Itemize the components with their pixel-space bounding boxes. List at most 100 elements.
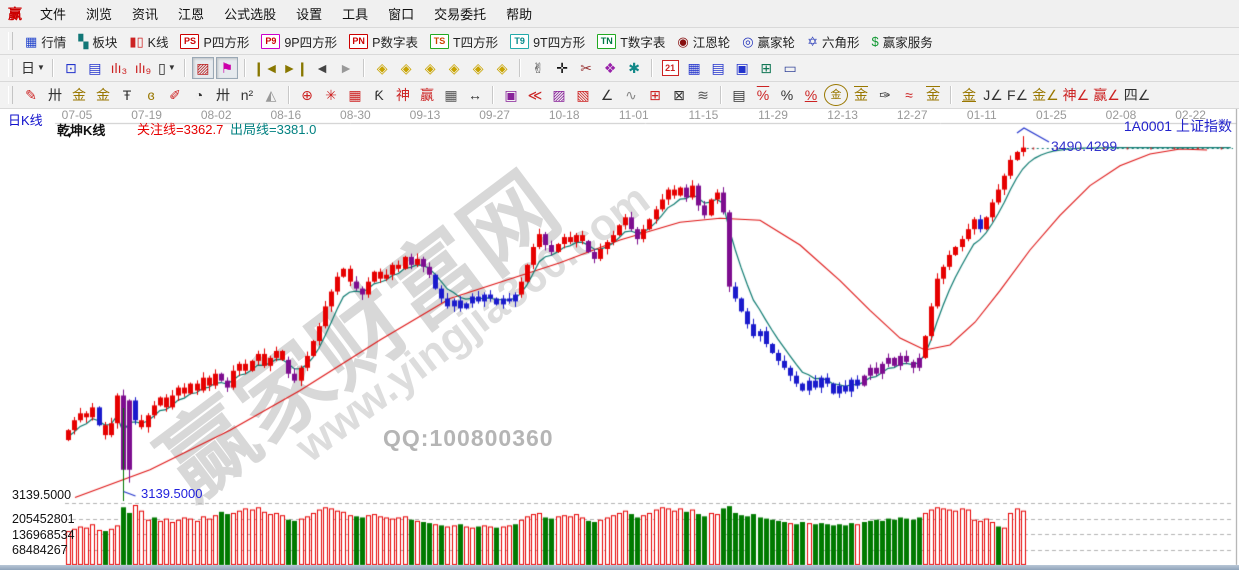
- menu-formula-pick[interactable]: 公式选股: [224, 7, 277, 22]
- diary-icon[interactable]: ▤: [711, 60, 725, 76]
- ink-brush-icon[interactable]: ✑: [879, 87, 891, 103]
- menu-help[interactable]: 帮助: [506, 7, 533, 22]
- module-quotes[interactable]: ▦ 行情: [19, 30, 72, 53]
- pan-hand-icon[interactable]: ✌: [532, 60, 544, 76]
- period-day-button[interactable]: 日 ▼: [21, 60, 45, 76]
- shen-angle-icon[interactable]: 神∠: [1062, 87, 1090, 103]
- box-frame-icon[interactable]: ▣: [504, 87, 518, 103]
- info-list-icon[interactable]: ▤: [88, 60, 102, 76]
- menu-trade-entrust[interactable]: 交易委托: [434, 7, 487, 22]
- gold-wave-icon[interactable]: 金: [926, 87, 940, 103]
- star-line-icon[interactable]: ✳: [325, 87, 337, 103]
- gold-underline-icon[interactable]: 金: [962, 87, 976, 103]
- k-mark-icon[interactable]: Ƙ: [374, 87, 384, 103]
- percent-line-icon[interactable]: %: [756, 87, 770, 103]
- save-icon[interactable]: ▣: [735, 60, 749, 76]
- crosshair-icon[interactable]: ✛: [556, 60, 568, 76]
- cycle-gauge-icon[interactable]: ◔: [194, 87, 204, 103]
- gann-diamond-right-icon[interactable]: ◈: [400, 60, 412, 76]
- gold-gann2-icon[interactable]: 金: [96, 87, 110, 103]
- gann-diamond-all-icon[interactable]: ◈: [496, 60, 508, 76]
- f-gann-icon[interactable]: Ŧ: [122, 87, 132, 103]
- module-t-number[interactable]: TN T数字表: [591, 30, 671, 53]
- module-gann-wheel[interactable]: ◉ 江恩轮: [671, 30, 736, 53]
- ruler-tool-icon[interactable]: 卅: [48, 87, 62, 103]
- calendar-icon[interactable]: 21: [659, 57, 681, 79]
- menu-window[interactable]: 窗口: [388, 7, 415, 22]
- gold-line-icon[interactable]: 金: [854, 87, 868, 103]
- module-winner-wheel[interactable]: ◎ 赢家轮: [736, 30, 801, 53]
- grid-red-icon[interactable]: ▦: [348, 87, 362, 103]
- menu-news[interactable]: 资讯: [132, 7, 159, 22]
- menu-browse[interactable]: 浏览: [86, 7, 113, 22]
- brush-tool-icon[interactable]: ✐: [169, 87, 181, 103]
- ruler2-tool-icon[interactable]: 卅: [216, 87, 230, 103]
- color-flag-icon[interactable]: ⚑: [215, 57, 238, 79]
- prev-icon[interactable]: ◄: [315, 60, 330, 76]
- si-angle-icon[interactable]: 四∠: [1123, 87, 1151, 103]
- gann-diamond-converge-icon[interactable]: ◈: [448, 60, 460, 76]
- fan-lines-icon[interactable]: ≪: [527, 87, 543, 103]
- module-9t-square[interactable]: T9 9T四方形: [504, 30, 591, 53]
- grid-123-icon[interactable]: ▦: [444, 87, 458, 103]
- menu-settings[interactable]: 设置: [296, 7, 323, 22]
- n-square-icon[interactable]: n²: [240, 87, 254, 103]
- indicator-caret-icon[interactable]: ▼: [66, 133, 73, 140]
- mirror-tool-icon[interactable]: ◭: [265, 87, 277, 103]
- pen-tool-icon[interactable]: ✎: [25, 87, 37, 103]
- module-p-square[interactable]: PS P四方形: [174, 30, 255, 53]
- goto-first-icon[interactable]: ❙◄: [252, 60, 279, 76]
- ying-tool-icon[interactable]: 赢: [420, 87, 434, 103]
- f-angle-icon[interactable]: F∠: [1007, 87, 1029, 103]
- spiral-tool-icon[interactable]: ɞ: [147, 87, 155, 103]
- bottom-scrollbar[interactable]: [0, 565, 1239, 570]
- menu-tools[interactable]: 工具: [342, 7, 369, 22]
- module-9p-square[interactable]: P9 9P四方形: [255, 30, 343, 53]
- target-line-icon[interactable]: ⊕: [301, 87, 313, 103]
- percent-under-icon[interactable]: %: [804, 87, 818, 103]
- measure-icon[interactable]: ✂: [580, 60, 592, 76]
- module-p-number[interactable]: PN P数字表: [343, 30, 424, 53]
- grid-dot2-icon[interactable]: ⊠: [673, 87, 685, 103]
- candle-style-button[interactable]: ▯ ▼: [158, 60, 176, 76]
- wave-icon[interactable]: ≈: [905, 87, 913, 103]
- qiankun-area-icon[interactable]: ▨: [191, 57, 214, 79]
- gann-diamond-left-icon[interactable]: ◈: [376, 60, 388, 76]
- bars9-icon[interactable]: ılı₉: [134, 60, 152, 76]
- bars3-icon[interactable]: ılı₃: [110, 60, 128, 76]
- j-angle-icon[interactable]: J∠: [983, 87, 1003, 103]
- ying-angle-icon[interactable]: 赢∠: [1093, 87, 1120, 103]
- menu-gann[interactable]: 江恩: [178, 7, 205, 22]
- kline-window-icon[interactable]: ⊡: [65, 60, 77, 76]
- fractal-tool-icon[interactable]: ✱: [628, 60, 640, 76]
- fan-box-icon[interactable]: ▨: [552, 87, 566, 103]
- ruler-123-icon[interactable]: ▤: [732, 87, 746, 103]
- gann-diamond-horizontal-icon[interactable]: ◈: [424, 60, 436, 76]
- module-winner-service[interactable]: $ 赢家服务: [865, 30, 938, 53]
- zigzag-icon[interactable]: ∿: [625, 87, 637, 103]
- gold-angle-icon[interactable]: 金∠: [1032, 87, 1059, 103]
- indicator-label[interactable]: 乾坤K线: [57, 123, 106, 138]
- width-arrow-icon[interactable]: ↔: [468, 87, 482, 103]
- fan-box2-icon[interactable]: ▧: [576, 87, 590, 103]
- grid-dot-icon[interactable]: ⊞: [649, 87, 661, 103]
- gold-circle-icon[interactable]: 金: [824, 84, 848, 106]
- module-kline[interactable]: ▮▯ K线: [123, 30, 174, 53]
- gann-shape-tool-icon[interactable]: ❖: [603, 60, 617, 76]
- menu-file[interactable]: 文件: [40, 7, 67, 22]
- module-t-square[interactable]: TS T四方形: [424, 30, 504, 53]
- percent-icon[interactable]: %: [780, 87, 794, 103]
- gann-diamond-star-icon[interactable]: ◈: [472, 60, 484, 76]
- module-sectors[interactable]: ▚ 板块: [72, 30, 123, 53]
- send-icon[interactable]: ⊞: [760, 60, 772, 76]
- gold-gann-icon[interactable]: 金: [72, 87, 86, 103]
- calculator-icon[interactable]: ▦: [687, 60, 701, 76]
- angle-lines-icon[interactable]: ∠: [600, 87, 614, 103]
- next-icon[interactable]: ►: [339, 60, 354, 76]
- hatch-icon[interactable]: ≋: [697, 87, 709, 103]
- module-hexagon[interactable]: ✡ 六角形: [801, 30, 865, 53]
- goto-last-icon[interactable]: ►❙: [282, 60, 309, 76]
- print-icon[interactable]: ▭: [783, 60, 797, 76]
- shen-tool-icon[interactable]: 神: [396, 87, 410, 103]
